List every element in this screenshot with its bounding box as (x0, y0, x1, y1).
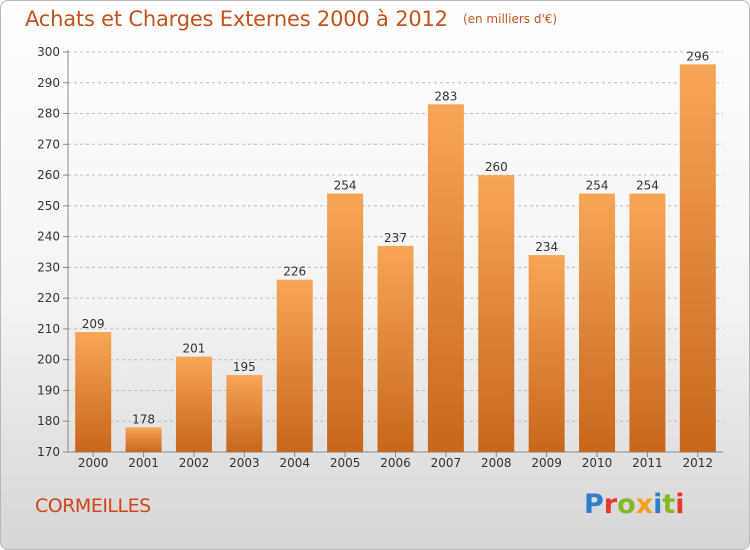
y-tick-label: 300 (37, 45, 60, 59)
y-tick-label: 210 (37, 322, 60, 336)
logo-letter: x (635, 489, 654, 520)
y-tick-label: 240 (37, 230, 60, 244)
x-tick-label: 2009 (531, 456, 562, 470)
bar-value-label: 226 (283, 265, 306, 279)
x-tick-label: 2001 (128, 456, 159, 470)
y-tick-label: 190 (37, 383, 60, 397)
bar (327, 193, 364, 453)
x-tick-label: 2012 (683, 456, 714, 470)
y-tick-label: 220 (37, 291, 60, 305)
bar (427, 104, 464, 453)
bar (125, 427, 162, 452)
bar-value-label: 201 (183, 342, 206, 356)
x-tick-label: 2011 (632, 456, 663, 470)
y-tick-label: 280 (37, 107, 60, 121)
bar (276, 279, 313, 452)
bar (679, 64, 716, 453)
bar-value-label: 209 (82, 317, 105, 331)
y-tick-label: 290 (37, 76, 60, 90)
chart-title: Achats et Charges Externes 2000 à 2012 (25, 7, 448, 31)
logo-letter: o (617, 489, 636, 520)
bar (377, 245, 414, 452)
bar-value-label: 254 (636, 179, 659, 193)
bar (478, 175, 515, 453)
x-tick-label: 2004 (279, 456, 310, 470)
y-tick-label: 250 (37, 199, 60, 213)
logo-letter: t (662, 489, 676, 520)
bar-value-label: 195 (233, 360, 256, 374)
logo-letter: r (603, 489, 618, 520)
commune-name: CORMEILLES (35, 495, 151, 517)
bar-value-label: 237 (384, 231, 407, 245)
proxiti-logo: Proxiti (584, 489, 685, 520)
x-tick-label: 2006 (380, 456, 411, 470)
x-tick-label: 2003 (229, 456, 260, 470)
bar (226, 375, 263, 452)
chart-title-block: Achats et Charges Externes 2000 à 2012 (… (25, 7, 557, 31)
y-tick-label: 270 (37, 137, 60, 151)
logo-letter: i (675, 489, 685, 520)
logo-letter: P (584, 489, 604, 520)
bar-value-label: 296 (686, 49, 709, 63)
y-tick-label: 180 (37, 414, 60, 428)
logo-letter: i (653, 489, 663, 520)
bar (528, 255, 565, 452)
y-tick-label: 260 (37, 168, 60, 182)
x-tick-label: 2002 (179, 456, 210, 470)
chart-unit: (en milliers d'€) (462, 12, 558, 26)
bar-value-label: 254 (586, 179, 609, 193)
bar-value-label: 260 (485, 160, 508, 174)
bar-value-label: 283 (434, 89, 457, 103)
x-tick-label: 2007 (431, 456, 462, 470)
x-tick-label: 2008 (481, 456, 512, 470)
y-tick-label: 200 (37, 353, 60, 367)
x-tick-label: 2000 (78, 456, 109, 470)
x-tick-label: 2010 (582, 456, 613, 470)
bar (629, 193, 666, 453)
y-tick-label: 230 (37, 260, 60, 274)
bar-value-label: 234 (535, 240, 558, 254)
bar (579, 193, 616, 453)
bar-value-label: 178 (132, 412, 155, 426)
y-tick-label: 170 (37, 445, 60, 459)
bar (75, 332, 112, 452)
bar (175, 356, 212, 452)
bar-value-label: 254 (334, 179, 357, 193)
x-tick-label: 2005 (330, 456, 361, 470)
